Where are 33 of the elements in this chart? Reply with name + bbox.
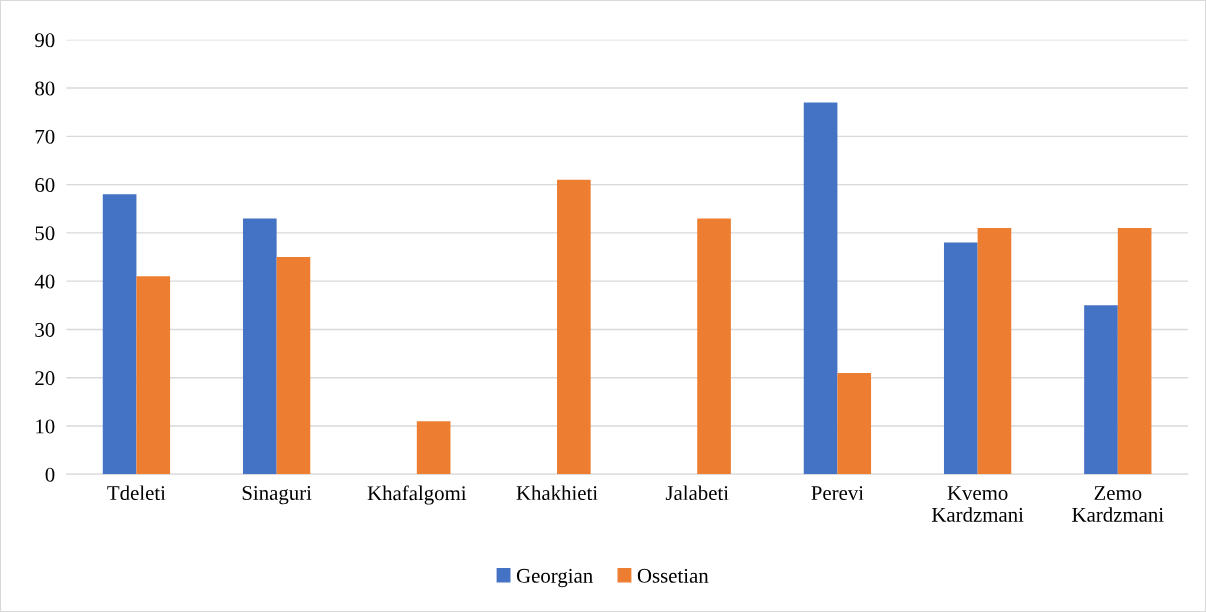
x-tick-label: Sinaguri [242,486,312,505]
y-tick-label: 60 [35,177,55,193]
x-tick-label: Khakhieti [516,485,598,501]
bar [943,242,978,475]
bar [416,421,451,475]
bar [803,102,838,475]
bar [557,179,591,475]
bar [136,276,171,475]
y-tick-label: 50 [35,226,55,241]
legend-label: Georgian [516,568,593,588]
bar [977,228,1012,475]
y-tick-label: 80 [35,81,55,96]
x-tick-label: Tdeleti [107,485,166,501]
x-tick-label: Perevi [811,486,864,501]
bar [1084,305,1118,475]
y-tick-label: 70 [35,129,55,144]
bar [276,257,311,475]
y-tick-label: 0 [45,467,55,482]
bar [1117,228,1152,475]
bar [102,194,137,475]
legend-label: Ossetian [637,568,709,583]
bar [242,218,277,475]
y-tick-label: 20 [35,371,55,386]
y-tick-label: 90 [35,33,55,48]
bar [697,218,731,475]
y-tick-label: 10 [36,419,55,434]
x-tick-label: Kvemo Kardzmani [931,486,1024,522]
bar [837,372,872,475]
x-tick-label: Khafalgomi [367,485,467,505]
x-tick-label: Zemo Kardzmani [1072,486,1164,522]
y-tick-label: 40 [34,274,55,289]
x-tick-label: Jalabeti [665,485,729,501]
y-tick-label: 30 [35,322,55,337]
